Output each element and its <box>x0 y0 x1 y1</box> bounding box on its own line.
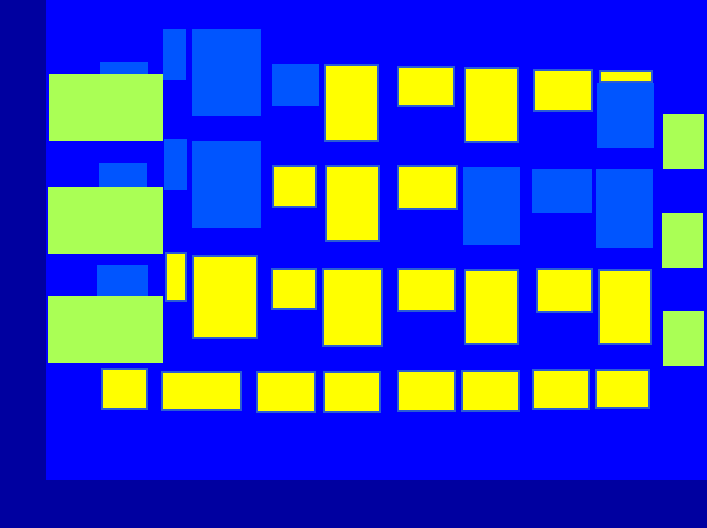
light-blue-block[interactable] <box>596 169 653 248</box>
yellow-block[interactable] <box>161 371 242 411</box>
green-block[interactable] <box>48 296 163 363</box>
yellow-block[interactable] <box>325 165 380 242</box>
light-blue-block[interactable] <box>272 64 319 106</box>
yellow-block[interactable] <box>323 371 381 413</box>
yellow-block[interactable] <box>397 165 458 210</box>
yellow-block[interactable] <box>101 368 148 410</box>
green-block[interactable] <box>49 74 163 141</box>
yellow-block[interactable] <box>598 269 652 345</box>
yellow-block[interactable] <box>324 64 379 142</box>
green-block[interactable] <box>662 213 703 268</box>
light-blue-block[interactable] <box>597 83 654 148</box>
green-block[interactable] <box>48 187 163 254</box>
light-blue-block[interactable] <box>97 265 148 300</box>
yellow-block[interactable] <box>461 370 520 412</box>
green-block[interactable] <box>663 114 704 169</box>
light-blue-block[interactable] <box>192 141 261 228</box>
yellow-block[interactable] <box>533 69 593 112</box>
light-blue-block[interactable] <box>163 29 186 80</box>
yellow-block[interactable] <box>165 252 187 302</box>
yellow-block[interactable] <box>464 67 519 143</box>
yellow-block[interactable] <box>397 66 455 107</box>
yellow-block[interactable] <box>256 371 316 413</box>
yellow-block[interactable] <box>536 268 593 313</box>
green-block[interactable] <box>663 311 704 366</box>
light-blue-block[interactable] <box>192 29 261 116</box>
light-blue-block[interactable] <box>463 167 520 245</box>
yellow-block[interactable] <box>464 269 519 345</box>
yellow-block[interactable] <box>271 268 317 310</box>
light-blue-block[interactable] <box>532 169 592 213</box>
light-blue-block[interactable] <box>164 139 187 190</box>
yellow-block[interactable] <box>192 255 258 339</box>
yellow-block[interactable] <box>272 165 317 208</box>
yellow-block[interactable] <box>595 369 650 409</box>
yellow-block[interactable] <box>532 369 590 410</box>
yellow-block[interactable] <box>599 70 653 83</box>
yellow-block[interactable] <box>322 268 383 347</box>
yellow-block[interactable] <box>397 370 456 412</box>
yellow-block[interactable] <box>397 268 456 312</box>
